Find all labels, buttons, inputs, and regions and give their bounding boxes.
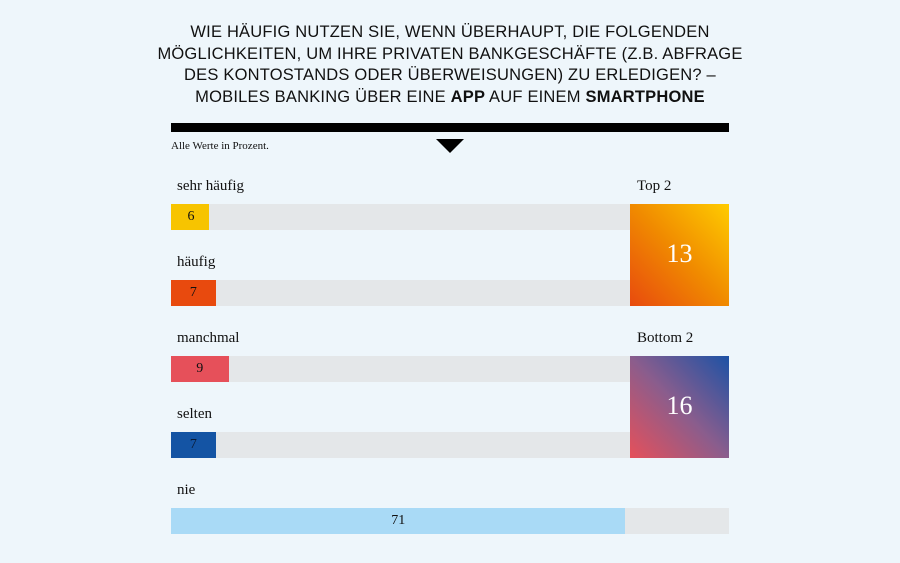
bar-value-label: 7 [189,437,197,452]
unit-note: Alle Werte in Prozent. [171,140,269,152]
group-label: Bottom 2 [637,330,694,346]
group-total-value: 16 [666,391,693,420]
title-segment: WIE HÄUFIG NUTZEN SIE, WENN ÜBERHAUPT, D… [157,23,743,106]
category-label: selten [177,406,212,422]
bar [171,204,210,230]
category-label: nie [177,482,196,498]
bar-value-label: 71 [391,513,406,528]
category-label: sehr häufig [177,178,245,194]
group-total-box: 13 [630,204,729,306]
bar [171,356,229,382]
bar [171,508,626,534]
bar [171,432,216,458]
title-segment: APP [450,87,486,106]
bar-value-label: 7 [189,285,197,300]
down-arrow-icon [436,139,464,153]
bar-track: 71 [171,508,729,534]
category-label: häufig [177,254,216,270]
group-total-value: 13 [666,239,693,268]
group-label: Top 2 [637,178,672,194]
title-segment: AUF EINEM [485,87,586,106]
title-segment: SMARTPHONE [585,87,705,106]
bar-value-label: 9 [196,361,204,376]
group-total-box: 16 [630,356,729,458]
bar [171,280,216,306]
chart-title: WIE HÄUFIG NUTZEN SIE, WENN ÜBERHAUPT, D… [150,22,750,108]
bar-value-label: 6 [187,209,195,224]
category-label: manchmal [177,330,240,346]
title-rule [171,123,729,132]
